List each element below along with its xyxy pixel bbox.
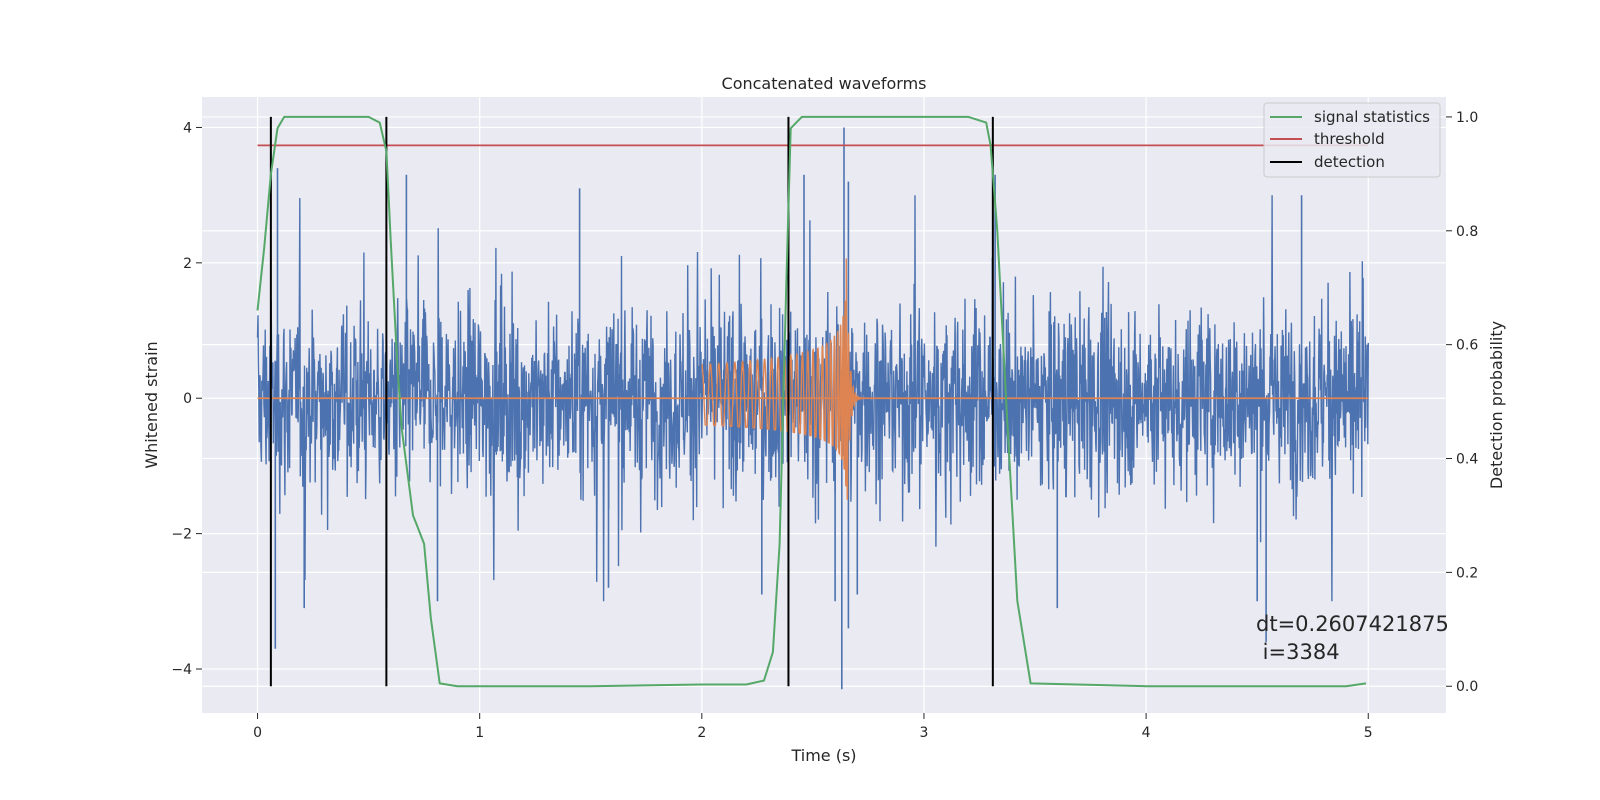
- y2-tick-label: 0.6: [1456, 338, 1478, 354]
- chart-title: Concatenated waveforms: [722, 74, 927, 93]
- x-tick-label: 0: [253, 725, 262, 741]
- legend-label-detection: detection: [1314, 153, 1385, 171]
- y2-tick-label: 1.0: [1456, 110, 1478, 126]
- y-tick-label: 4: [183, 120, 192, 136]
- waveform-chirp: [701, 258, 902, 500]
- strain-trace: [256, 195, 1369, 602]
- annotation-line-i: i=3384: [1256, 640, 1340, 664]
- strain-peaks: [274, 127, 1303, 690]
- legend-label-threshold: threshold: [1314, 130, 1385, 148]
- x-axis-ticks: 0 1 2 3 4 5: [253, 713, 1373, 741]
- y2-tick-label: 0.0: [1456, 679, 1478, 695]
- legend: signal statistics threshold detection: [1263, 102, 1441, 178]
- y2-tick-label: 0.8: [1456, 224, 1478, 240]
- strain-series: [256, 127, 1369, 690]
- y-tick-label: 0: [183, 391, 192, 407]
- y-tick-label: −2: [171, 527, 192, 543]
- detection-lines: [269, 116, 994, 687]
- signal-statistics-line: [256, 115, 1367, 688]
- y-axis-ticks: −4 −2 0 2 4: [171, 120, 202, 678]
- x-tick-label: 5: [1364, 725, 1373, 741]
- waveform-series: [257, 258, 1369, 500]
- legend-box: [1263, 102, 1441, 178]
- y2-tick-label: 0.4: [1456, 452, 1478, 468]
- x-tick-label: 2: [697, 725, 706, 741]
- y-tick-label: 2: [183, 256, 192, 272]
- annotation: dt=0.2607421875 i=3384: [1256, 612, 1449, 664]
- x-tick-label: 1: [475, 725, 484, 741]
- y2-axis-ticks: 0.0 0.2 0.4 0.6 0.8 1.0: [1446, 110, 1478, 695]
- signal-statistics-series: [256, 115, 1367, 688]
- x-tick-label: 4: [1142, 725, 1151, 741]
- x-axis-label: Time (s): [790, 746, 856, 765]
- legend-label-signal-statistics: signal statistics: [1314, 108, 1430, 126]
- y-axis-label: Whitened strain: [142, 341, 161, 468]
- annotation-line-dt: dt=0.2607421875: [1256, 612, 1449, 636]
- y2-axis-label: Detection probability: [1487, 321, 1506, 489]
- y-tick-label: −4: [171, 662, 192, 678]
- x-tick-label: 3: [920, 725, 929, 741]
- y2-tick-label: 0.2: [1456, 565, 1478, 581]
